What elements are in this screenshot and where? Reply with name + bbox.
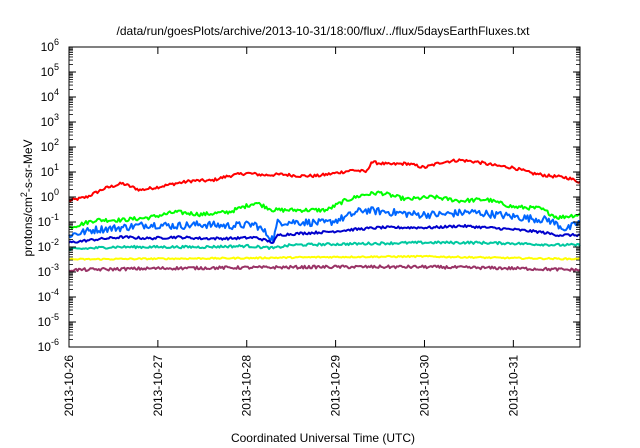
y-axis-label-rest: -s-sr-MeV bbox=[21, 139, 35, 192]
y-tick-label: 10-4 bbox=[38, 287, 59, 304]
series-line-6 bbox=[68, 254, 581, 261]
series-line-5 bbox=[68, 240, 581, 251]
y-tick-label: 104 bbox=[41, 87, 59, 104]
y-tick-label: 10-6 bbox=[38, 337, 59, 354]
y-tick-label: 105 bbox=[41, 62, 59, 79]
series-line-3 bbox=[68, 206, 581, 244]
series-line-2 bbox=[68, 190, 581, 230]
y-tick-label: 10-5 bbox=[38, 312, 59, 329]
x-tick-label: 2013-10-29 bbox=[329, 355, 343, 417]
axis-layer: 106 105 104 103 102 101 100 10-1 10-2 10-3 10-4 10-… bbox=[38, 37, 580, 416]
y-tick-label: 102 bbox=[41, 137, 59, 154]
series-layer bbox=[68, 158, 581, 273]
x-tick-label: 2013-10-27 bbox=[151, 355, 165, 417]
x-tick-label: 2013-10-28 bbox=[240, 355, 254, 417]
y-axis-label-superscript: 2 bbox=[19, 192, 29, 197]
y-tick-label: 10-2 bbox=[38, 237, 59, 254]
x-tick-label: 2013-10-26 bbox=[62, 355, 76, 417]
series-line-1 bbox=[68, 158, 581, 203]
series-line-4 bbox=[68, 223, 581, 244]
y-axis-label-base: protons/cm bbox=[21, 197, 35, 256]
y-tick-label: 103 bbox=[41, 112, 59, 129]
y-axis-label: protons/cm2-s-sr-MeV bbox=[19, 139, 35, 256]
y-tick-label: 10-1 bbox=[38, 212, 59, 229]
plot-frame bbox=[68, 46, 581, 348]
y-tick-label: 106 bbox=[41, 37, 59, 54]
x-tick-label: 2013-10-30 bbox=[417, 355, 431, 417]
y-tick-label: 101 bbox=[41, 162, 59, 179]
x-tick-label: 2013-10-31 bbox=[506, 355, 520, 417]
chart-title: /data/run/goesPlots/archive/2013-10-31/1… bbox=[117, 24, 531, 38]
y-tick-label: 100 bbox=[41, 187, 59, 204]
x-axis-label: Coordinated Universal Time (UTC) bbox=[231, 431, 415, 445]
series-line-7 bbox=[68, 264, 581, 273]
y-tick-label: 10-3 bbox=[38, 262, 59, 279]
